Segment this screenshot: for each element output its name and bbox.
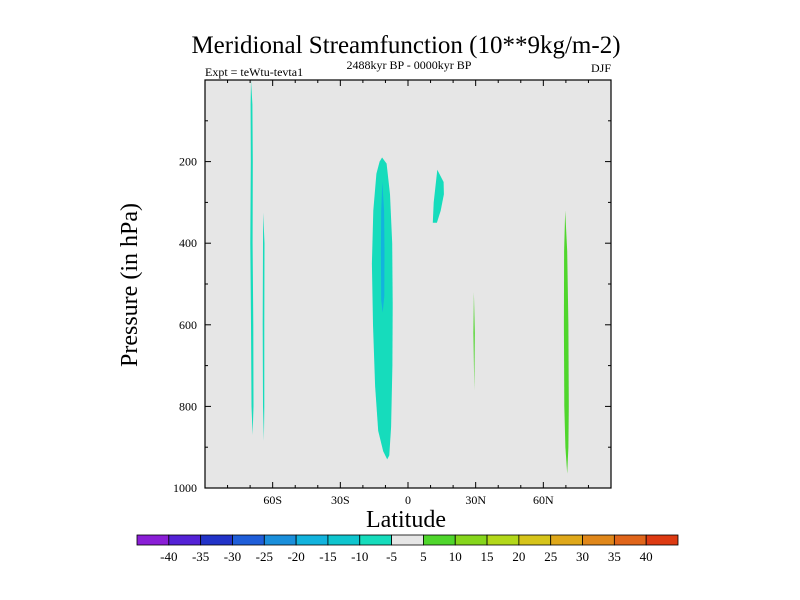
y-axis-label: Pressure (in hPa) <box>117 203 143 367</box>
colorbar-swatch <box>359 534 392 546</box>
x-axis-label: Latitude <box>366 507 446 533</box>
x-axis-ticks: 60S 30S 0 30N 60N <box>204 80 612 507</box>
colorbar-label: -10 <box>351 549 368 564</box>
colorbar-swatch <box>200 534 233 546</box>
x-tick-label: 60S <box>263 493 282 507</box>
contour-region-sh-polar-cell-a <box>250 80 254 435</box>
colorbar-label: -35 <box>192 549 209 564</box>
colorbar-swatch <box>232 534 265 546</box>
contour-region-nh-upper-cell <box>432 169 444 223</box>
colorbar-swatch <box>550 534 583 546</box>
experiment-label: Expt = teWtu-tevta1 <box>205 65 303 79</box>
colorbar-swatch <box>645 534 679 546</box>
colorbar-label: 20 <box>512 549 525 564</box>
y-tick-label: 1000 <box>173 481 197 495</box>
contour-region-nh-thin-cell <box>473 292 475 391</box>
colorbar-swatch <box>168 534 202 546</box>
colorbar-label: 30 <box>576 549 589 564</box>
contour-region-sh-hadley-core <box>380 182 385 313</box>
colorbar-swatch <box>423 534 456 546</box>
y-axis-ticks: 200 400 600 800 1000 <box>173 120 611 495</box>
y-tick-label: 600 <box>179 318 197 332</box>
x-tick-label: 30S <box>331 493 350 507</box>
plot-area <box>205 80 611 488</box>
y-tick-label: 800 <box>179 399 197 413</box>
colorbar-swatch <box>613 534 647 546</box>
colorbar-label: -20 <box>287 549 304 564</box>
colorbar-swatch <box>454 534 488 546</box>
y-tick-label: 400 <box>179 236 197 250</box>
contour-region-nh-polar-cell <box>563 210 569 474</box>
colorbar-swatch <box>327 534 361 546</box>
colorbar-label: -30 <box>224 549 241 564</box>
chart-title: Meridional Streamfunction (10**9kg/m-2) <box>191 32 620 59</box>
x-tick-label: 0 <box>405 493 411 507</box>
colorbar-swatch <box>486 534 520 546</box>
colorbar-swatch <box>136 534 170 546</box>
colorbar-swatch <box>391 534 424 546</box>
colorbar-label: -25 <box>256 549 273 564</box>
colorbar-label: 10 <box>449 549 462 564</box>
x-tick-label: 60N <box>533 493 554 507</box>
colorbar-label: -40 <box>160 549 177 564</box>
colorbar-label: 40 <box>640 549 653 564</box>
y-tick-label: 200 <box>179 155 197 169</box>
colorbar-swatch <box>582 534 615 546</box>
colorbar-label: 15 <box>481 549 494 564</box>
period-label: 2488kyr BP - 0000kyr BP <box>347 58 472 72</box>
contour-regions <box>250 80 569 474</box>
season-label: DJF <box>591 61 611 75</box>
colorbar-label: 25 <box>544 549 557 564</box>
colorbar: -40 -35 -30 -25 -20 -15 -10 -5 5 10 15 20 25 30 35 40 <box>136 534 679 564</box>
colorbar-label: -5 <box>386 549 397 564</box>
colorbar-swatch <box>518 534 552 546</box>
colorbar-label: 5 <box>420 549 427 564</box>
colorbar-label: 35 <box>608 549 621 564</box>
colorbar-swatch <box>263 534 297 546</box>
colorbar-swatch <box>295 534 329 546</box>
x-tick-label: 30N <box>465 493 486 507</box>
colorbar-label: -15 <box>319 549 336 564</box>
contour-region-sh-polar-cell-b <box>262 212 265 442</box>
